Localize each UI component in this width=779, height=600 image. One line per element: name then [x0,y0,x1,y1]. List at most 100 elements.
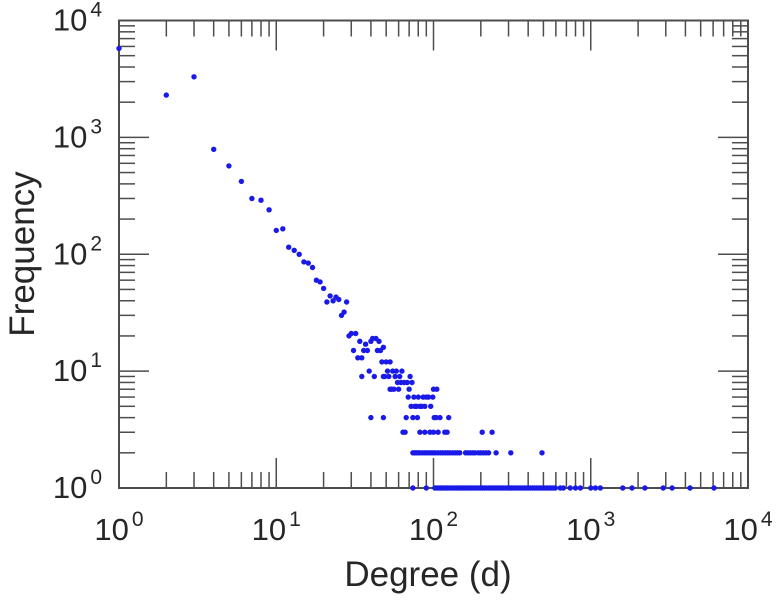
data-point [410,414,416,421]
data-point [620,485,626,491]
data-point [397,373,403,380]
data-point [301,259,307,265]
data-point [380,344,387,350]
data-point [629,485,635,491]
x-axis-title: Degree (d) [344,555,511,594]
data-point [368,414,374,421]
data-point [408,403,414,409]
data-point [446,414,452,421]
data-point [485,450,492,456]
data-point [430,394,436,400]
data-point [249,195,255,202]
data-point [359,373,365,380]
data-point [433,414,439,421]
x-tick-label-10e3: 10 3 [566,508,615,547]
data-point [305,260,311,266]
data-point [376,338,382,344]
data-point [572,485,579,491]
data-point [423,485,429,491]
data-point [327,293,333,299]
x-tick-label-10e2: 10 2 [409,508,458,547]
data-point [211,146,217,152]
y-axis-title: Frequency [3,171,42,337]
data-point [428,403,434,409]
data-point [324,299,330,305]
data-point [410,485,416,491]
data-point [415,394,421,400]
data-point [341,309,347,315]
data-point [434,386,440,392]
data-point [380,414,387,421]
data-point [669,485,675,491]
data-point [393,368,399,374]
data-point [379,359,385,365]
data-point [348,330,354,337]
data-point [116,45,122,52]
data-point [437,414,443,421]
data-point [711,485,717,491]
data-point [660,485,666,491]
data-point [384,368,391,374]
data-point [435,429,441,435]
data-point [406,386,412,392]
data-point [238,178,245,185]
data-point [395,386,402,392]
data-point [371,373,377,380]
data-point [479,429,485,435]
data-point [552,485,558,491]
data-point [330,298,336,304]
y-tick-label-10e4: 10 4 [53,0,102,38]
data-point [391,386,397,392]
data-point [405,394,411,400]
data-point [399,368,405,374]
data-point [286,244,292,250]
data-point [355,355,361,361]
data-point [422,429,428,435]
data-point [414,414,421,421]
x-tick-label-10e4: 10 4 [723,508,772,547]
data-point [280,226,286,232]
data-point [577,485,584,491]
data-point [392,373,398,380]
data-point [422,403,428,409]
data-point [163,92,169,98]
data-point [409,379,415,386]
y-tick-label-10e1: 10 1 [53,349,102,388]
y-tick-label-10e3: 10 3 [53,115,102,154]
x-tick-marks [118,20,749,488]
data-point [417,429,423,435]
data-point [191,74,197,80]
data-point [362,341,369,347]
data-point [386,373,392,380]
data-points [116,45,717,491]
data-point [592,485,599,491]
data-point [296,251,302,257]
data-point [309,264,316,271]
data-point [317,279,323,285]
data-point [407,373,413,380]
data-point [403,414,409,421]
data-point [364,347,371,354]
data-point [560,485,567,491]
data-point [361,347,367,354]
data-point [357,338,363,344]
data-point [430,429,437,435]
y-tick-marks [119,19,748,489]
data-point [457,450,463,456]
data-point [366,368,372,374]
data-point [291,247,297,253]
data-point [353,330,359,337]
data-point [273,227,279,234]
data-point [493,450,499,456]
data-point [266,207,272,213]
data-point [320,285,327,292]
data-point [425,394,432,400]
y-tick-label-10e0: 10 0 [53,466,102,505]
data-point [404,379,410,386]
data-point [508,450,514,456]
x-tick-label-10e0: 10 0 [94,508,143,547]
data-point [597,485,603,491]
